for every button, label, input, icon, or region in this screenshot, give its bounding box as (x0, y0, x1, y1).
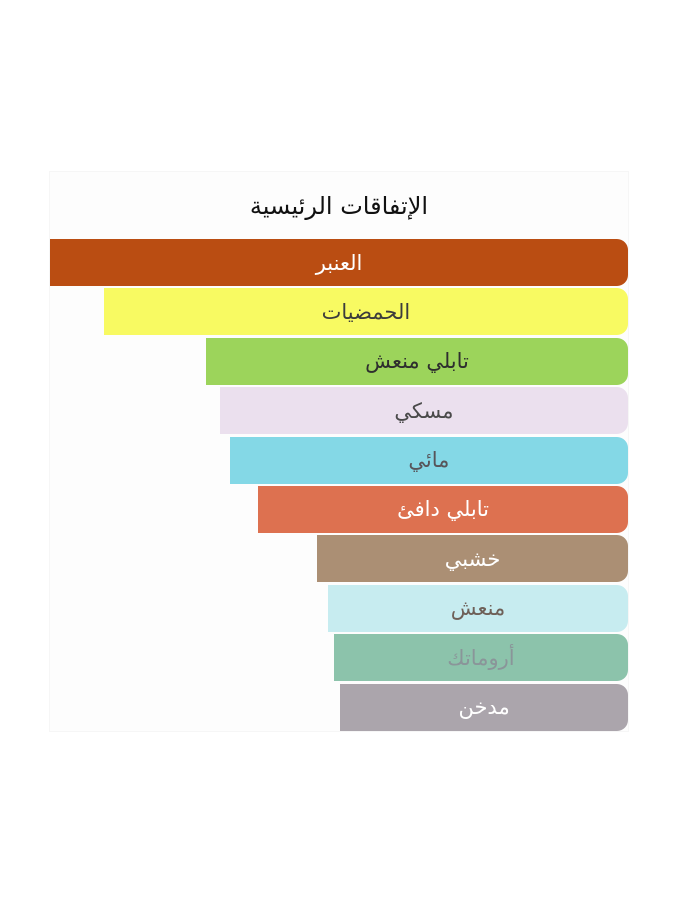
accord-bar-woody: خشبي (317, 535, 628, 583)
chart-title: الإتفاقات الرئيسية (249, 191, 429, 220)
main-accords-panel: الإتفاقات الرئيسية العنبر الحمضيات تابلي… (50, 172, 628, 731)
accord-bar-aromatic: أروماتك (333, 634, 628, 682)
accord-bar-aquatic: مائي (229, 436, 628, 484)
accord-bar-musky: مسكي (219, 387, 628, 435)
accord-bars-list: العنبر الحمضيات تابلي منعش مسكي مائي تاب… (50, 239, 628, 731)
accord-bar-fresh: منعش (328, 584, 628, 632)
accord-bar-fresh-spicy: تابلي منعش (206, 337, 628, 385)
accord-bar-smoky: مدخن (340, 683, 628, 731)
accord-bar-warm-spicy: تابلي دافئ (258, 485, 628, 533)
accord-bar-citrus: الحمضيات (103, 288, 628, 336)
accord-bar-amber: العنبر (50, 239, 628, 286)
